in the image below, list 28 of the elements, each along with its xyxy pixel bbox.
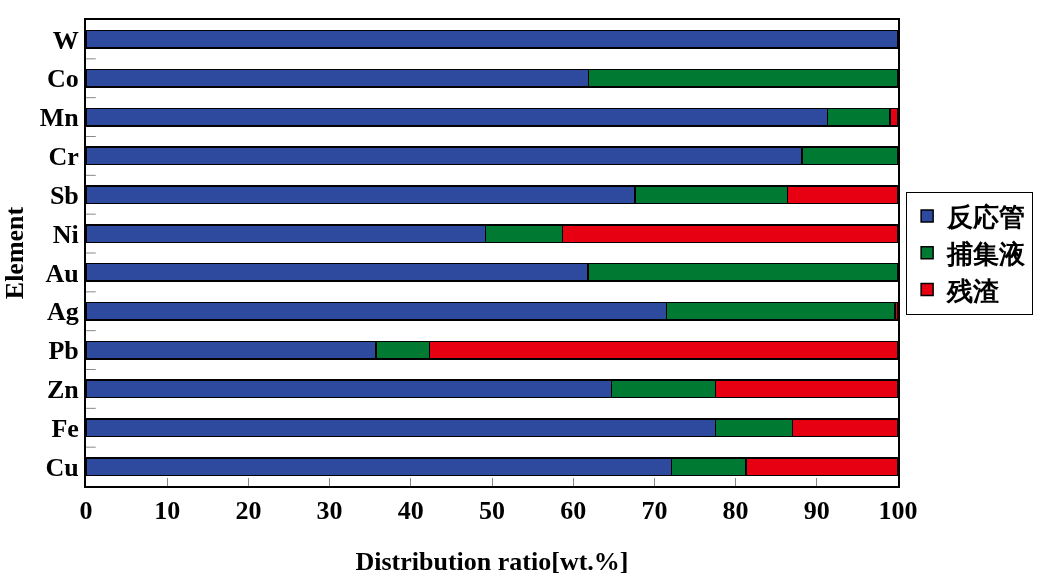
legend-label: 残渣 (946, 275, 1000, 306)
x-axis-title: Distribution ratio[wt.%] (355, 547, 629, 577)
y-tick-label: Co (47, 64, 79, 94)
y-tick-label: W (52, 25, 79, 55)
y-tick-label: Cu (45, 452, 79, 482)
y-axis-title: Element (0, 206, 29, 300)
x-tick-label: 40 (397, 496, 424, 526)
y-tick-label: Sb (49, 180, 79, 210)
legend-label: 反応管 (946, 202, 1026, 233)
y-tick-label: Cr (48, 142, 79, 172)
y-tick-label: Au (45, 258, 79, 288)
x-tick-label: 80 (722, 496, 749, 526)
legend-label: 捕集液 (946, 238, 1027, 269)
y-tick-label: Mn (39, 103, 80, 133)
x-tick-label: 0 (79, 496, 93, 526)
y-tick-label: Zn (46, 375, 80, 405)
y-tick-label: Fe (51, 413, 79, 443)
x-tick-label: 60 (560, 496, 587, 526)
x-tick-label: 30 (316, 496, 343, 526)
x-tick-label: 90 (803, 496, 830, 526)
y-tick-label: Pb (48, 336, 79, 366)
y-tick-label: Ni (52, 219, 79, 249)
x-tick-label: 100 (878, 496, 918, 526)
x-tick-label: 20 (235, 496, 262, 526)
x-tick-label: 50 (479, 496, 505, 526)
x-tick-label: 70 (641, 496, 668, 526)
x-tick-label: 10 (154, 496, 181, 526)
y-tick-label: Ag (47, 297, 79, 327)
